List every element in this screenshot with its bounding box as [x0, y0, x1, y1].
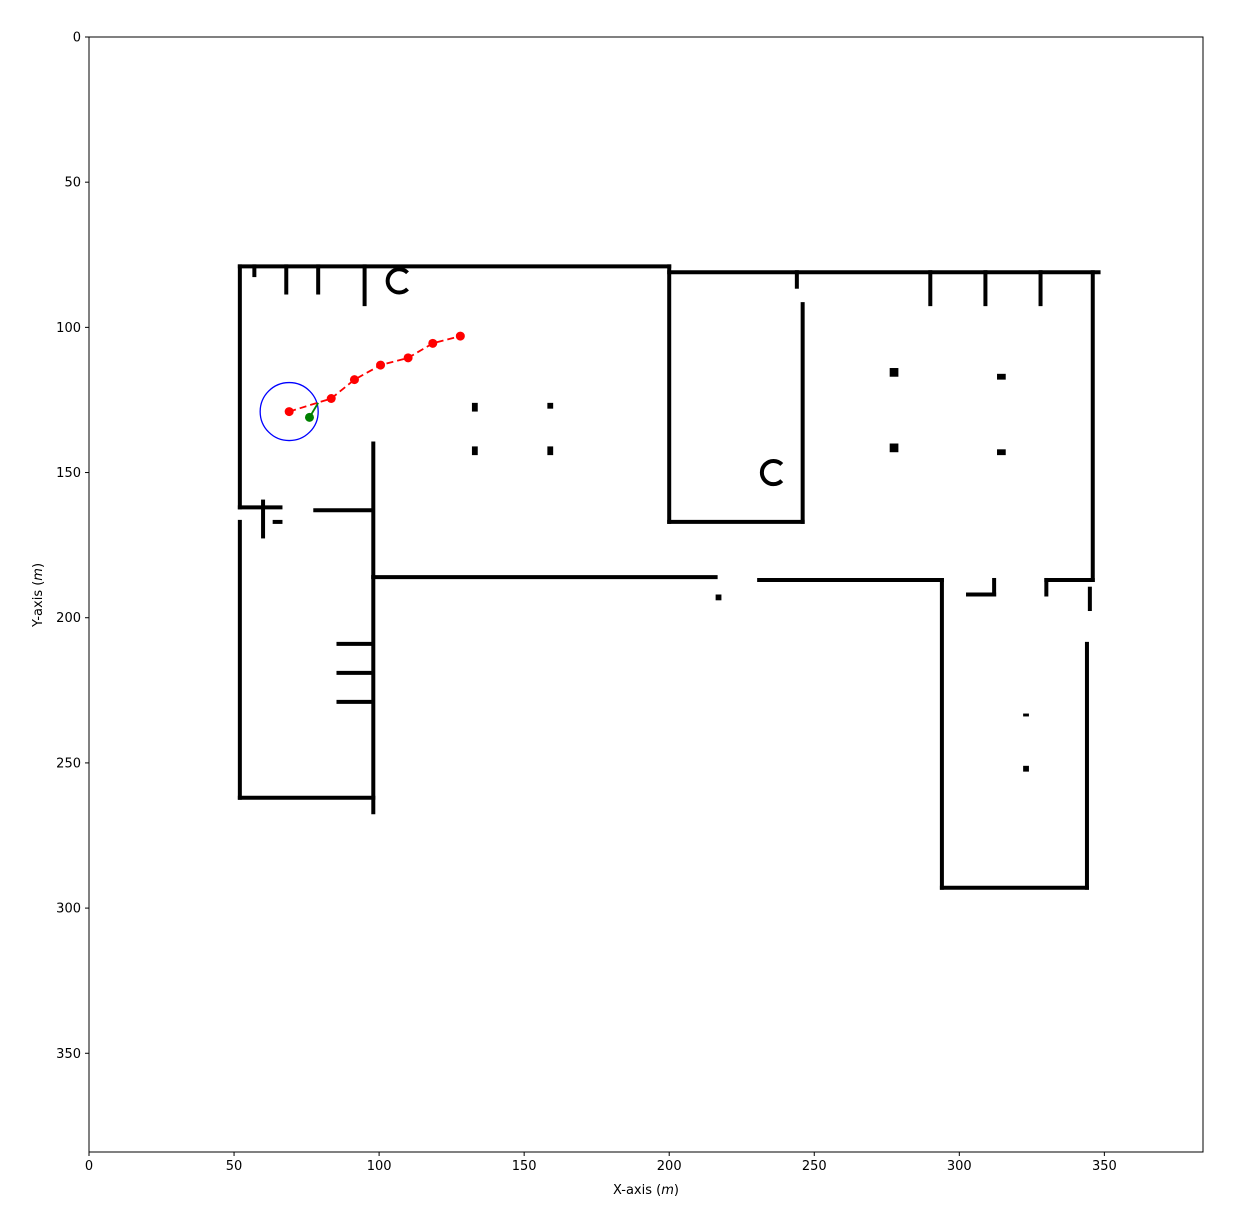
y-tick-label: 150	[56, 466, 81, 481]
annotation-layer	[259, 381, 319, 442]
floor-plan-walls	[237, 264, 1101, 890]
x-tick-label: 250	[802, 1159, 827, 1174]
series-0-point	[349, 375, 359, 385]
x-tick-label: 350	[1092, 1159, 1117, 1174]
y-tick-label: 100	[56, 321, 81, 336]
radius-circle	[259, 381, 319, 442]
y-axis-ticks: 0 50 100 150 200 250 300 350	[56, 31, 89, 1062]
x-tick-label: 300	[947, 1159, 972, 1174]
y-tick-label: 0	[73, 31, 81, 46]
series-0-point	[326, 394, 336, 404]
plot-area	[88, 36, 1204, 1153]
series-1-point	[304, 412, 314, 422]
series-layer	[284, 331, 465, 422]
series-0-point	[284, 407, 294, 417]
plot-background	[89, 37, 1203, 1152]
series-0-point	[455, 331, 465, 341]
obstacle-block	[1023, 713, 1029, 717]
x-axis-label: X-axis (m)	[613, 1183, 679, 1198]
x-tick-label: 150	[512, 1159, 537, 1174]
y-tick-label: 300	[56, 902, 81, 917]
floor-plan-obstacles	[471, 368, 1029, 772]
obstacle-block	[715, 594, 722, 601]
x-tick-label: 0	[85, 1159, 93, 1174]
obstacle-block	[889, 368, 899, 377]
y-tick-label: 350	[56, 1047, 81, 1062]
x-axis-ticks: 0 50 100 150 200 250 300 350	[85, 1152, 1117, 1174]
y-tick-label: 50	[64, 176, 81, 191]
obstacle-block	[997, 449, 1006, 456]
obstacle-block	[471, 402, 478, 412]
arc-obstacle	[385, 267, 409, 295]
plot-frame	[88, 36, 1204, 1153]
series-0-point	[428, 338, 438, 348]
obstacle-block	[997, 373, 1006, 380]
arc-obstacle	[759, 458, 784, 487]
series-0-point	[403, 353, 413, 363]
y-axis-label: Y-axis (m)	[31, 563, 46, 628]
y-axis-unit: m	[31, 568, 46, 581]
obstacle-block	[471, 446, 478, 456]
obstacle-block	[547, 402, 554, 409]
x-tick-label: 200	[657, 1159, 682, 1174]
obstacle-block	[889, 443, 899, 453]
series-0-point	[376, 360, 386, 370]
obstacle-block	[1023, 765, 1029, 772]
floor-plan-arcs	[385, 267, 784, 487]
x-tick-label: 50	[226, 1159, 243, 1174]
x-tick-label: 100	[367, 1159, 392, 1174]
y-tick-label: 200	[56, 611, 81, 626]
y-tick-label: 250	[56, 756, 81, 771]
x-axis-unit: m	[661, 1183, 674, 1198]
obstacle-block	[547, 446, 554, 456]
